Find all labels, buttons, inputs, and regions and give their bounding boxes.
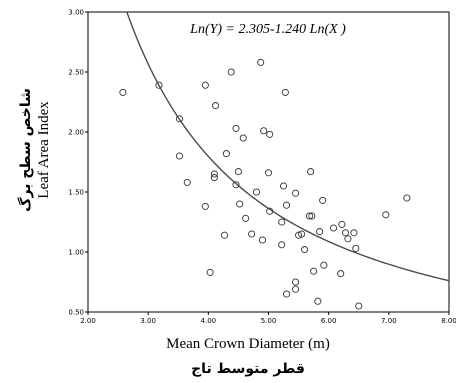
data-point: [282, 290, 291, 298]
data-point: [232, 124, 240, 132]
y-tick-label: 2.00: [68, 129, 84, 137]
data-point: [248, 230, 256, 238]
x-axis-label-persian: قطر متوسط تاج: [191, 361, 305, 377]
data-point: [344, 235, 352, 243]
x-axis-label: Mean Crown Diameter (m): [166, 336, 330, 352]
data-point: [212, 102, 220, 110]
data-point: [175, 152, 184, 160]
data-point: [329, 224, 338, 232]
data-point: [119, 88, 127, 96]
data-point: [239, 134, 247, 142]
data-point: [175, 115, 184, 123]
x-tick-label: 6.00: [321, 317, 337, 325]
data-point: [221, 231, 229, 239]
x-tick-label: 5.00: [261, 317, 277, 325]
data-point: [337, 270, 345, 278]
data-point: [292, 189, 300, 197]
fit-curve: [126, 11, 450, 282]
x-tick-label: 3.00: [140, 317, 156, 325]
data-point: [227, 68, 235, 76]
data-point: [352, 244, 360, 252]
data-point: [278, 241, 286, 249]
data-points: [119, 58, 411, 310]
x-axis-ticks: 2.00 3.00 4.00 5.00 6.00 7.00 8.00: [80, 312, 456, 325]
data-point: [350, 229, 358, 237]
data-point: [338, 220, 346, 228]
data-point: [242, 214, 250, 222]
data-point: [279, 182, 288, 190]
data-point: [314, 297, 322, 305]
x-tick-label: 2.00: [80, 317, 96, 325]
data-point: [282, 201, 291, 209]
y-tick-label: 1.00: [68, 249, 84, 257]
data-point: [281, 88, 289, 96]
data-point: [232, 181, 240, 189]
data-point: [310, 267, 318, 275]
x-tick-label: 8.00: [441, 317, 456, 325]
data-point: [305, 212, 313, 220]
data-point: [260, 127, 268, 135]
x-tick-label: 4.00: [201, 317, 217, 325]
data-point: [155, 81, 163, 89]
data-point: [320, 261, 328, 269]
data-point: [210, 174, 218, 182]
data-point: [183, 178, 191, 186]
data-point: [278, 218, 286, 226]
data-point: [341, 229, 350, 237]
data-point: [264, 169, 273, 177]
y-axis-ticks: 0.50 1.00 1.50 2.00 2.50 3.00: [68, 9, 88, 317]
data-point: [292, 278, 300, 286]
data-point: [210, 170, 218, 178]
data-point: [307, 168, 315, 176]
data-point: [382, 211, 390, 219]
data-point: [316, 228, 324, 236]
data-point: [355, 302, 363, 310]
data-point: [308, 212, 316, 220]
data-point: [298, 230, 306, 238]
data-point: [222, 150, 230, 158]
data-point: [252, 188, 261, 196]
plot-area: 2.00 3.00 4.00 5.00 6.00 7.00 8.00 0.50 1.00 1.5…: [68, 9, 456, 326]
data-point: [201, 202, 209, 210]
data-point: [258, 236, 267, 244]
y-tick-label: 0.50: [68, 309, 84, 317]
data-point: [266, 130, 274, 138]
data-point: [257, 58, 265, 66]
y-tick-label: 1.50: [68, 189, 84, 197]
y-axis-label: Leaf Area Index: [36, 101, 52, 199]
x-tick-label: 7.00: [381, 317, 397, 325]
data-point: [234, 168, 242, 176]
data-point: [236, 200, 244, 208]
fit-equation: Ln(Y) = 2.305-1.240 Ln(X ): [189, 22, 346, 37]
data-point: [403, 194, 411, 202]
data-point: [201, 81, 209, 89]
data-point: [292, 285, 300, 293]
y-axis-label-persian: شاخص سطح برگ: [17, 88, 34, 212]
data-point: [319, 196, 327, 204]
data-point: [301, 246, 309, 254]
data-point: [295, 231, 303, 239]
y-tick-label: 2.50: [68, 69, 84, 77]
data-point: [206, 268, 214, 276]
y-tick-label: 3.00: [68, 9, 84, 17]
